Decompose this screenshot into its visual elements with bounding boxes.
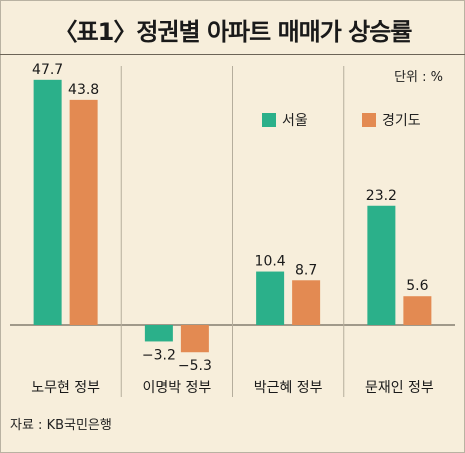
title-divider <box>0 54 465 55</box>
bar-gyeonggi <box>69 99 98 325</box>
bar-value-label: 5.6 <box>406 278 428 294</box>
bar-gyeonggi <box>292 280 321 325</box>
legend-gyeonggi: 경기도 <box>362 110 421 130</box>
bar-value-label: 23.2 <box>366 188 397 204</box>
bar-seoul <box>256 271 285 325</box>
legend-seoul: 서울 <box>262 110 308 130</box>
category-label: 문재인 정부 <box>365 380 434 396</box>
category-label: 박근혜 정부 <box>254 380 323 396</box>
source-note: 자료 : KB국민은행 <box>10 418 112 433</box>
category-label: 이명박 정부 <box>142 380 211 396</box>
chart-title: 〈표1〉정권별 아파트 매매가 상승률 <box>53 18 413 46</box>
legend-swatch-gyeonggi <box>362 113 376 127</box>
bar-value-label: −5.3 <box>178 358 212 374</box>
legend-label-gyeonggi: 경기도 <box>382 113 421 129</box>
bar-seoul <box>33 79 62 326</box>
bar-value-label: 43.8 <box>68 82 99 98</box>
bar-gyeonggi <box>403 296 432 325</box>
category-label: 노무현 정부 <box>31 380 100 396</box>
bar-value-label: −3.2 <box>142 347 176 363</box>
bar-value-label: 8.7 <box>295 262 317 278</box>
legend-swatch-seoul <box>262 113 276 127</box>
bar-seoul <box>144 325 173 342</box>
bar-value-label: 10.4 <box>255 254 286 270</box>
bar-gyeonggi <box>180 325 209 353</box>
bar-value-label: 47.7 <box>32 62 63 78</box>
bar-seoul <box>367 205 396 325</box>
legend-label-seoul: 서울 <box>282 113 308 129</box>
unit-label: 단위 : % <box>394 70 443 85</box>
